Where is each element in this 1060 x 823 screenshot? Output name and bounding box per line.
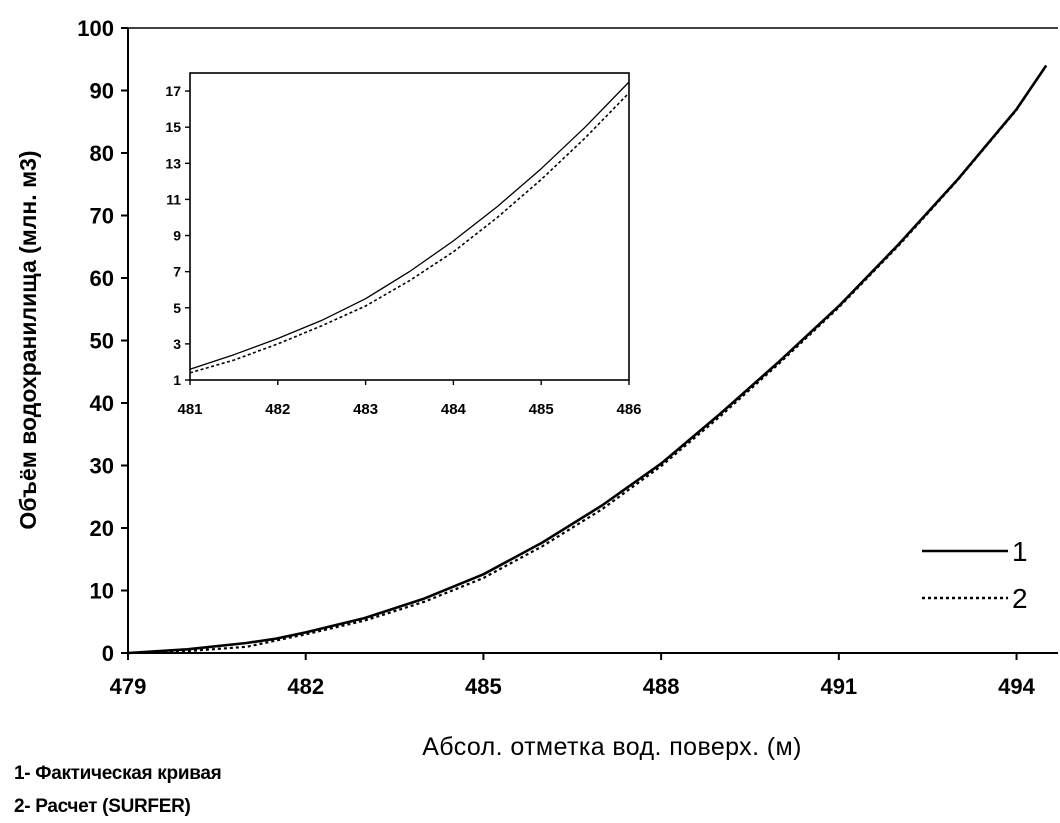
inset-y-tick-label: 15 [165,119,181,135]
y-tick-label: 40 [90,391,114,416]
y-tick-label: 20 [90,516,114,541]
x-axis-label: Абсол. отметка вод. поверх. (м) [422,733,802,761]
footnote-series-1: 1- Фактическая кривая [14,763,222,784]
x-tick-label: 482 [287,674,324,699]
inset-y-tick-label: 7 [173,264,181,280]
y-tick-label: 50 [90,329,114,354]
y-tick-label: 70 [90,204,114,229]
inset-y-tick-label: 5 [173,300,181,316]
y-tick-label: 90 [90,79,114,104]
inset-y-tick-label: 3 [173,336,181,352]
y-tick-label: 100 [77,16,114,41]
inset-y-tick-label: 9 [173,228,181,244]
footnote-series-2: 2- Расчет (SURFER) [14,796,191,817]
inset-series-2-line [189,92,630,374]
inset-frame [189,72,630,381]
y-tick-label: 60 [90,266,114,291]
x-tick-label: 494 [998,674,1035,699]
inset-y-tick-label: 17 [165,83,181,99]
x-tick-label: 479 [110,674,147,699]
inset-x-tick-label: 482 [265,401,290,418]
series-1-line [127,64,1048,655]
y-tick-label: 10 [90,579,114,604]
inset-x-tick-label: 486 [616,401,641,418]
x-tick-label: 491 [820,674,857,699]
inset-y-tick-label: 11 [166,191,181,207]
inset-y-tick-label: 1 [173,372,181,388]
legend-label-2: 2 [1012,583,1028,614]
y-tick-label: 80 [90,141,114,166]
y-tick-label: 0 [102,641,114,666]
y-axis-label: Объём водохранилища (млн. м3) [15,150,41,529]
inset-x-tick-label: 483 [353,401,378,418]
inset-x-tick-label: 484 [441,401,467,418]
legend-label-1: 1 [1012,536,1028,567]
x-tick-label: 488 [643,674,680,699]
inset-series-1-line [189,81,630,370]
x-tick-label: 485 [465,674,502,699]
inset-y-tick-label: 13 [165,155,181,171]
y-tick-label: 30 [90,454,114,479]
inset-x-tick-label: 481 [177,401,202,418]
inset-x-tick-label: 485 [529,401,554,418]
series-2-line [127,64,1048,655]
